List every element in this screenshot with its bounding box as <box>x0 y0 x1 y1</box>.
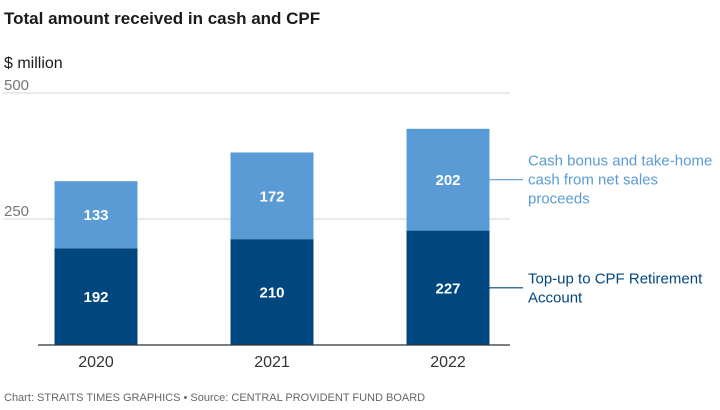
bar-2021-series-1 <box>230 239 314 345</box>
axes: 250 500 2020 2021 2022 <box>4 77 510 371</box>
data-label-2021-series-1: 210 <box>259 285 284 302</box>
legend-line-series-2-3: proceeds <box>528 191 590 208</box>
chart-title: Total amount received in cash and CPF <box>4 9 320 28</box>
legend-label-series-2: Cash bonus and take-home cash from net sa… <box>528 153 712 208</box>
data-labels: 192 133 210 172 227 202 <box>83 172 460 306</box>
data-label-2020-series-1: 192 <box>83 289 108 306</box>
legend: Top-up to CPF Retirement Account Cash bonu… <box>489 153 712 306</box>
x-tick-label-2020: 2020 <box>78 354 114 371</box>
x-tick-label-2021: 2021 <box>254 354 290 371</box>
legend-line-series-1-1: Top-up to CPF Retirement <box>528 270 703 287</box>
source-note: Chart: STRAITS TIMES GRAPHICS • Source: … <box>4 392 425 404</box>
legend-line-series-1-2: Account <box>528 289 583 306</box>
y-tick-label-500: 500 <box>4 77 29 94</box>
bar-2022-series-1 <box>406 230 490 345</box>
data-label-2020-series-2: 133 <box>83 207 108 224</box>
data-label-2021-series-2: 172 <box>259 188 284 205</box>
bar-2021-series-2 <box>230 152 314 240</box>
data-label-2022-series-1: 227 <box>435 280 460 297</box>
legend-label-series-1: Top-up to CPF Retirement Account <box>528 270 703 306</box>
y-axis-unit-label: $ million <box>4 55 63 72</box>
bars <box>54 128 490 345</box>
x-tick-label-2022: 2022 <box>430 354 466 371</box>
legend-line-series-2-2: cash from net sales <box>528 172 658 189</box>
bar-2022-series-2 <box>406 128 490 231</box>
data-label-2022-series-2: 202 <box>435 172 460 189</box>
y-tick-label-250: 250 <box>4 203 29 220</box>
legend-line-series-2-1: Cash bonus and take-home <box>528 153 712 170</box>
bar-2020-series-2 <box>54 181 138 249</box>
bar-2020-series-1 <box>54 248 138 345</box>
